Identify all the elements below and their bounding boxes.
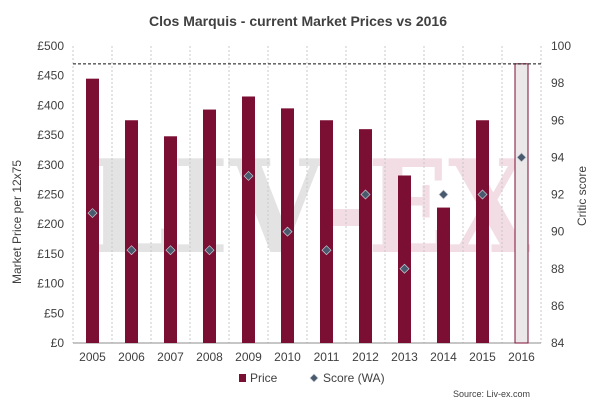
y-axis-right-tick-label: 92 (551, 188, 565, 202)
legend: Price Score (WA) (239, 371, 385, 385)
y-axis-right-label: Critic score (575, 166, 589, 226)
score-marker (321, 245, 332, 256)
score-marker (204, 245, 215, 256)
y-tick-label: £500 (37, 39, 64, 53)
x-tick-label: 2011 (314, 350, 340, 364)
score-markers (87, 152, 527, 274)
y-tick-label: £100 (37, 277, 64, 291)
price-bar (242, 96, 255, 344)
y-tick-label: £250 (37, 188, 64, 202)
source-note: Source: Liv-ex.com (453, 389, 530, 399)
x-tick-label: 2010 (274, 350, 301, 364)
x-tick-label: 2007 (157, 350, 184, 364)
x-tick-label: 2013 (391, 350, 418, 364)
score-marker (282, 226, 293, 237)
score-marker (165, 245, 176, 256)
chart-title: Clos Marquis - current Market Prices vs … (149, 13, 447, 29)
legend-label-score: Score (WA) (323, 371, 385, 385)
y-axis-right-tick-label: 88 (551, 262, 565, 276)
score-marker (126, 245, 137, 256)
y-tick-label: £150 (37, 247, 64, 261)
price-bar (437, 207, 450, 343)
y-axis-right-tick-label: 90 (551, 225, 565, 239)
y-tick-label: £350 (37, 128, 64, 142)
score-marker (360, 189, 371, 200)
x-tick-label: 2005 (79, 350, 106, 364)
score-marker (477, 189, 488, 200)
y-axis-right-tick-label: 94 (551, 150, 565, 164)
y-axis-label: Market Price per 12x75 (10, 160, 24, 284)
price-bar (359, 129, 372, 343)
y-tick-label: £300 (37, 158, 64, 172)
price-bar (320, 120, 333, 343)
chart-grid (72, 46, 542, 343)
x-tick-label: 2012 (352, 350, 379, 364)
y-tick-label: £200 (37, 217, 64, 231)
score-marker (87, 208, 98, 219)
y-tick-label: £50 (44, 306, 64, 320)
y-axis-right-tick-label: 86 (551, 299, 565, 313)
x-tick-label: 2008 (196, 350, 223, 364)
y-axis-right-tick-label: 84 (551, 336, 565, 350)
score-marker (438, 189, 449, 200)
x-tick-label: 2009 (235, 350, 262, 364)
score-marker (243, 170, 254, 181)
y-axis-right-tick-label: 100 (551, 39, 571, 53)
x-tick-label: 2016 (508, 350, 535, 364)
price-bar (203, 109, 216, 343)
x-axis-ticks: 2005 2006 2007 2008 2009 2010 2011 2012 2013 2014… (79, 350, 535, 364)
price-bar (281, 108, 294, 344)
price-bar (398, 175, 411, 343)
price-bars (86, 63, 529, 344)
y-axis-right-ticks: 84 86 88 90 92 94 96 98 100 (551, 39, 571, 350)
y-tick-label: £450 (37, 69, 64, 83)
y-tick-label: £0 (51, 336, 65, 350)
x-tick-label: 2014 (430, 350, 457, 364)
score-marker (399, 263, 410, 274)
legend-label-price: Price (250, 371, 278, 385)
y-tick-label: £400 (37, 98, 64, 112)
price-bar (125, 120, 138, 343)
legend-swatch-price (239, 374, 246, 382)
price-bar-highlight (514, 63, 529, 344)
legend-swatch-score (309, 373, 319, 383)
watermark-logo: LIV -EX (86, 133, 531, 283)
x-tick-label: 2015 (469, 350, 496, 364)
price-bar (476, 120, 489, 343)
y-axis-right-tick-label: 98 (551, 76, 565, 90)
x-tick-label: 2006 (118, 350, 145, 364)
price-bar (164, 136, 177, 343)
y-axis-right-tick-label: 96 (551, 113, 565, 127)
y-axis-ticks: £0 £50 £100 £150 £200 £250 £300 £350 £400 £450 £50… (37, 39, 64, 350)
score-marker (516, 152, 527, 163)
svg-text:-EX: -EX (324, 133, 531, 283)
